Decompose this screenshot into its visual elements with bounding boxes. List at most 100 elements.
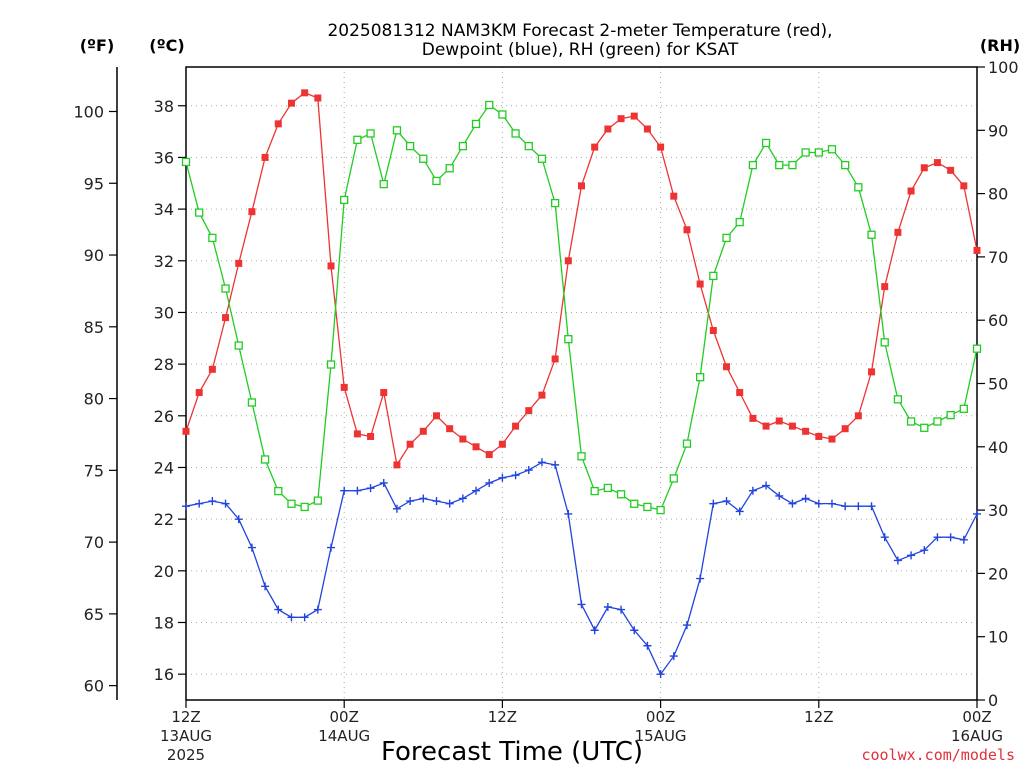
temperature-point	[815, 432, 823, 440]
temperature-point	[881, 283, 889, 291]
time-tick-label: 14AUG	[318, 727, 370, 745]
dewpoint-point	[234, 515, 243, 524]
temperature-point	[182, 427, 190, 435]
rh-point	[722, 233, 731, 243]
rh-point	[208, 233, 217, 243]
rh-point	[761, 138, 771, 148]
dewpoint-point	[406, 497, 415, 506]
rh-point	[854, 183, 863, 192]
fahrenheit-tick-label: 70	[84, 533, 104, 552]
dewpoint-point	[893, 556, 902, 565]
time-tick-label: 12Z	[171, 708, 200, 726]
temperature-point	[367, 432, 375, 440]
temperature-point	[894, 228, 902, 236]
rh-point	[195, 208, 204, 217]
temperature-point	[419, 427, 427, 435]
dewpoint-point	[656, 670, 665, 679]
dewpoint-point	[221, 499, 230, 508]
dewpoint-point	[511, 471, 520, 480]
celsius-tick-label: 20	[154, 562, 174, 581]
celsius-tick-label: 38	[154, 97, 174, 116]
time-tick-label: 00Z	[646, 708, 675, 726]
dewpoint-point	[366, 484, 375, 493]
rh-point	[537, 154, 547, 163]
rh-tick-label: 50	[988, 375, 1008, 394]
dewpoint-point	[208, 497, 217, 506]
temperature-point	[841, 425, 849, 433]
rh-point	[260, 455, 270, 464]
fahrenheit-tick-label: 75	[84, 461, 104, 480]
rh-point	[445, 164, 454, 173]
temperature-point	[920, 164, 928, 172]
celsius-tick-label: 24	[154, 458, 174, 477]
dewpoint-point	[775, 491, 784, 500]
dewpoint-point	[973, 509, 981, 518]
temperature-point	[287, 99, 295, 107]
temperature-point	[709, 327, 717, 335]
rh-point	[669, 474, 678, 483]
rh-point	[841, 160, 850, 170]
temperature-point	[340, 383, 348, 391]
temperature-point	[380, 389, 388, 397]
temperature-point	[828, 435, 836, 443]
celsius-tick-label: 36	[154, 148, 174, 167]
dewpoint-point	[392, 504, 401, 513]
dewpoint-point	[419, 494, 428, 503]
celsius-tick-label: 22	[154, 510, 174, 529]
rh-point	[630, 499, 639, 508]
rh-point	[775, 160, 784, 170]
rh-point	[274, 486, 283, 496]
series-temperature	[182, 89, 981, 469]
temperature-point	[933, 159, 941, 167]
dewpoint-point	[327, 543, 336, 552]
dewpoint-point	[735, 507, 744, 516]
rh-point	[577, 452, 586, 461]
celsius-tick-label: 26	[154, 407, 174, 426]
rh-point	[247, 398, 257, 407]
time-tick-label: 13AUG	[160, 727, 212, 745]
celsius-tick-label: 30	[154, 303, 174, 322]
rh-axis: 0 10 20 30 40 50 60 70 80 90 100	[977, 58, 1019, 710]
rh-tick-label: 30	[988, 501, 1008, 520]
rh-point	[946, 410, 955, 420]
dewpoint-point	[247, 543, 256, 552]
rh-point	[326, 360, 336, 369]
fahrenheit-tick-label: 100	[73, 102, 104, 121]
dewpoint-point	[498, 473, 507, 482]
temperature-point	[578, 182, 585, 190]
rh-point	[893, 395, 903, 404]
rh-point	[340, 195, 349, 205]
fahrenheit-tick-label: 60	[84, 677, 104, 696]
rh-tick-label: 0	[988, 691, 998, 710]
series-layer	[181, 89, 982, 679]
rh-point	[485, 100, 494, 110]
temperature-point	[947, 166, 955, 174]
rh-point	[511, 129, 520, 138]
chart-title-line-2: Dewpoint (blue), RH (green) for KSAT	[422, 40, 739, 60]
temperature-point	[446, 425, 454, 433]
dewpoint-point	[801, 494, 810, 503]
fahrenheit-tick-label: 85	[84, 318, 104, 337]
dewpoint-line	[185, 461, 978, 676]
temperature-point	[749, 414, 757, 422]
rh-point	[827, 145, 837, 154]
rh-point	[920, 423, 929, 432]
celsius-unit-label: (ºC)	[149, 36, 184, 55]
dewpoint-point	[379, 478, 388, 487]
rh-point	[933, 417, 942, 426]
celsius-tick-label: 16	[154, 665, 174, 684]
dewpoint-point	[722, 497, 731, 506]
dewpoint-point	[537, 458, 546, 467]
temperature-point	[512, 422, 520, 430]
dewpoint-point	[696, 574, 705, 583]
celsius-tick-label: 18	[154, 613, 174, 632]
dewpoint-point	[458, 494, 467, 503]
dewpoint-point	[762, 481, 771, 490]
temperature-point	[854, 412, 862, 420]
time-tick-label: 00Z	[962, 708, 991, 726]
rh-point	[379, 179, 388, 189]
fahrenheit-tick-label: 65	[84, 605, 104, 624]
dewpoint-point	[340, 486, 349, 495]
fahrenheit-unit-label: (ºF)	[80, 36, 115, 55]
dewpoint-point	[814, 499, 823, 508]
